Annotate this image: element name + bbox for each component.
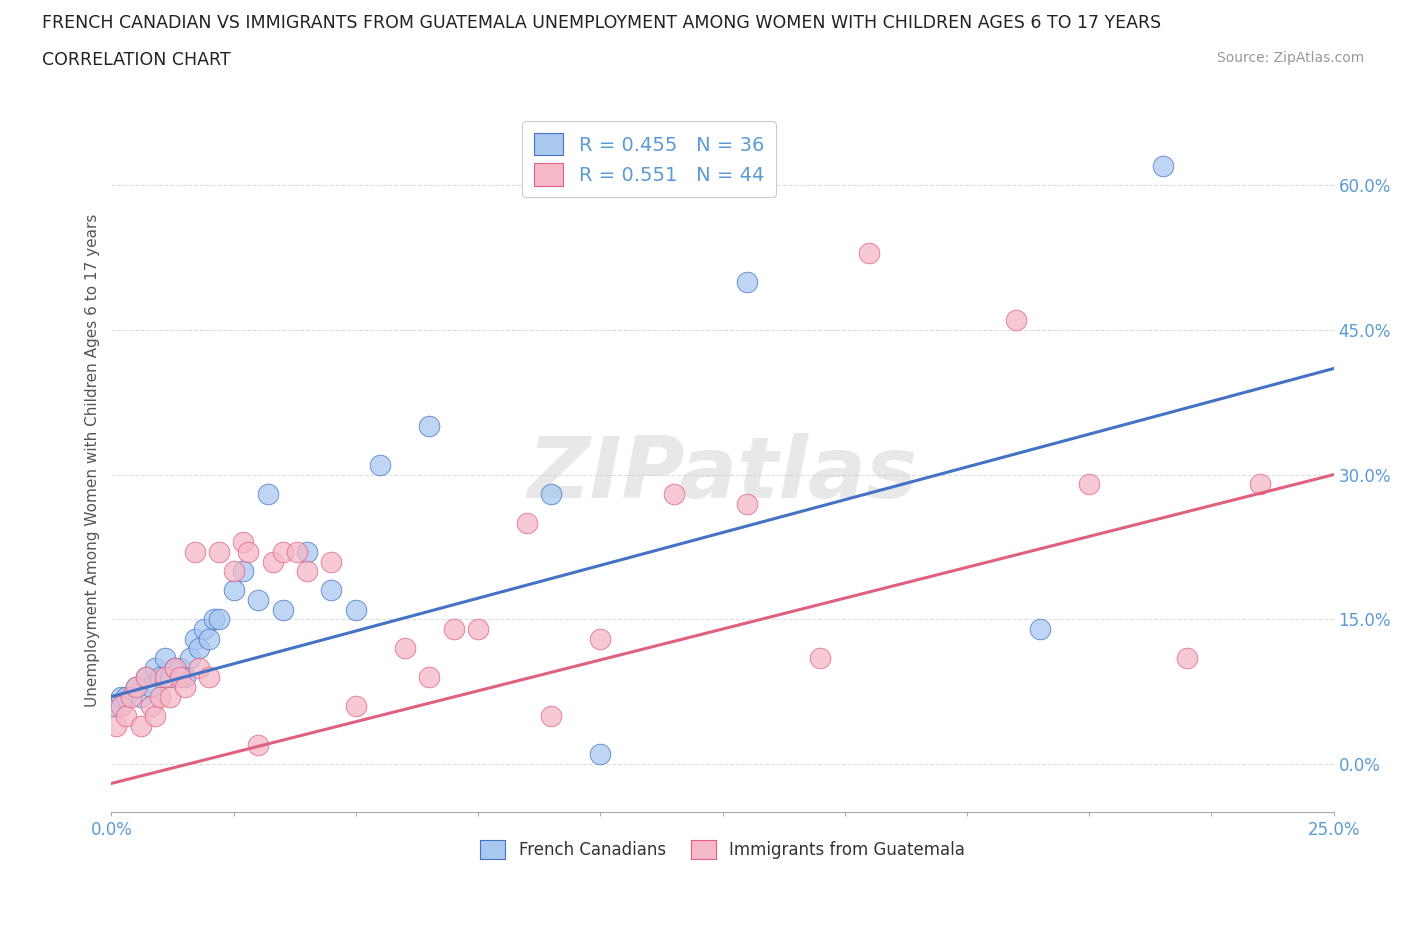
Point	[516, 515, 538, 530]
Point	[344, 698, 367, 713]
Point	[169, 670, 191, 684]
Point	[163, 660, 186, 675]
Point	[222, 564, 245, 578]
Point	[125, 680, 148, 695]
Point	[232, 564, 254, 578]
Point	[735, 274, 758, 289]
Point	[295, 544, 318, 559]
Point	[198, 631, 221, 646]
Point	[540, 709, 562, 724]
Point	[153, 651, 176, 666]
Point	[125, 680, 148, 695]
Point	[321, 583, 343, 598]
Point	[163, 660, 186, 675]
Point	[193, 621, 215, 636]
Point	[262, 554, 284, 569]
Point	[271, 544, 294, 559]
Point	[418, 419, 440, 434]
Point	[321, 554, 343, 569]
Point	[232, 535, 254, 550]
Point	[589, 747, 612, 762]
Point	[344, 603, 367, 618]
Point	[139, 698, 162, 713]
Point	[129, 718, 152, 733]
Point	[208, 544, 231, 559]
Point	[368, 458, 391, 472]
Point	[247, 592, 270, 607]
Point	[202, 612, 225, 627]
Point	[115, 709, 138, 724]
Text: ZIPatlas: ZIPatlas	[527, 432, 918, 516]
Point	[183, 631, 205, 646]
Point	[105, 718, 128, 733]
Text: FRENCH CANADIAN VS IMMIGRANTS FROM GUATEMALA UNEMPLOYMENT AMONG WOMEN WITH CHILD: FRENCH CANADIAN VS IMMIGRANTS FROM GUATE…	[42, 14, 1161, 32]
Point	[443, 621, 465, 636]
Point	[183, 544, 205, 559]
Point	[145, 709, 167, 724]
Point	[135, 670, 157, 684]
Point	[149, 689, 172, 704]
Point	[188, 660, 211, 675]
Point	[247, 737, 270, 752]
Point	[115, 689, 138, 704]
Point	[153, 670, 176, 684]
Point	[1005, 312, 1028, 327]
Text: Source: ZipAtlas.com: Source: ZipAtlas.com	[1216, 51, 1364, 65]
Point	[271, 603, 294, 618]
Point	[110, 689, 132, 704]
Point	[145, 660, 167, 675]
Point	[418, 670, 440, 684]
Point	[394, 641, 416, 656]
Point	[257, 486, 280, 501]
Point	[198, 670, 221, 684]
Point	[188, 641, 211, 656]
Point	[222, 583, 245, 598]
Point	[858, 246, 880, 260]
Point	[1152, 158, 1174, 173]
Point	[208, 612, 231, 627]
Point	[169, 660, 191, 675]
Point	[110, 698, 132, 713]
Point	[1175, 651, 1198, 666]
Point	[179, 651, 201, 666]
Point	[1029, 621, 1052, 636]
Point	[735, 497, 758, 512]
Point	[238, 544, 260, 559]
Point	[467, 621, 489, 636]
Point	[159, 670, 181, 684]
Point	[129, 689, 152, 704]
Point	[173, 680, 195, 695]
Point	[540, 486, 562, 501]
Point	[285, 544, 308, 559]
Point	[1078, 477, 1101, 492]
Point	[589, 631, 612, 646]
Point	[173, 670, 195, 684]
Point	[139, 680, 162, 695]
Point	[120, 689, 142, 704]
Point	[159, 689, 181, 704]
Text: CORRELATION CHART: CORRELATION CHART	[42, 51, 231, 69]
Point	[105, 698, 128, 713]
Point	[149, 670, 172, 684]
Legend: French Canadians, Immigrants from Guatemala: French Canadians, Immigrants from Guatem…	[472, 831, 973, 868]
Point	[135, 670, 157, 684]
Point	[662, 486, 685, 501]
Point	[1249, 477, 1271, 492]
Point	[808, 651, 831, 666]
Y-axis label: Unemployment Among Women with Children Ages 6 to 17 years: Unemployment Among Women with Children A…	[86, 214, 100, 707]
Point	[295, 564, 318, 578]
